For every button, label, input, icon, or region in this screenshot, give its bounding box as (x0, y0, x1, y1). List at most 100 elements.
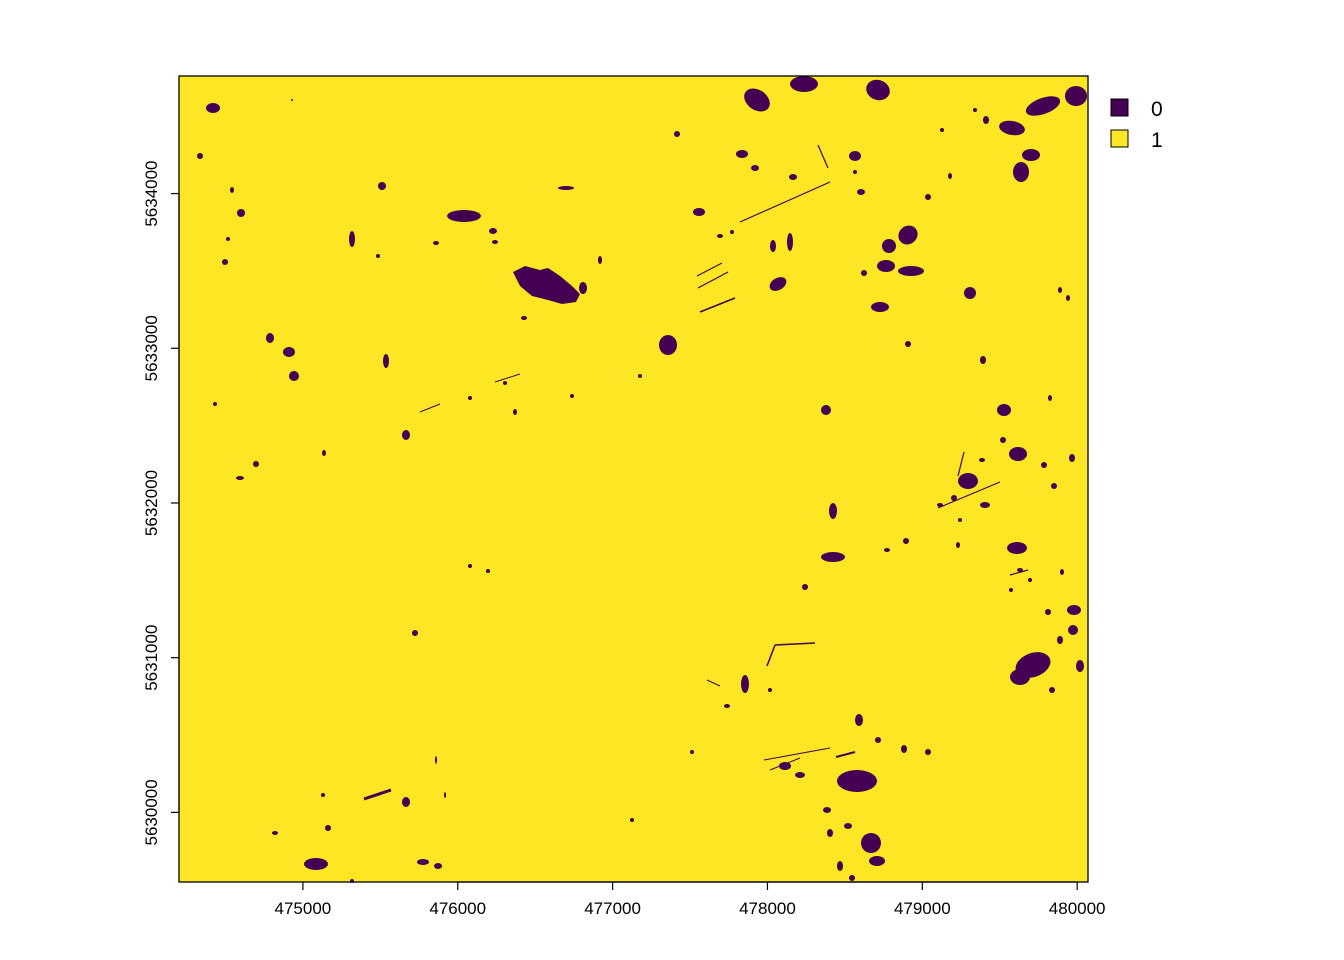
class-0-patch (236, 476, 244, 480)
class-0-patch (769, 277, 787, 291)
class-0-patch (468, 396, 472, 400)
class-0-patch (925, 194, 931, 200)
class-0-patch (877, 260, 895, 272)
class-0-patch (197, 153, 203, 159)
class-0-patch (237, 209, 245, 217)
class-0-patch (957, 451, 965, 477)
class-0-patch (875, 737, 881, 743)
class-0-patch (857, 189, 865, 195)
class-0-patch (744, 88, 770, 112)
legend-swatch-1 (1110, 129, 1129, 148)
class-0-patch (763, 747, 831, 761)
x-tick-label: 475000 (275, 899, 332, 918)
class-0-patch (853, 170, 857, 174)
class-0-patch (696, 262, 723, 277)
class-0-patch (821, 405, 831, 415)
class-0-patch (494, 373, 521, 383)
class-0-patch (999, 120, 1025, 136)
class-0-patch (638, 374, 642, 378)
y-tick-label: 5631000 (142, 625, 161, 691)
class-0-patch (769, 757, 801, 771)
class-0-patch (861, 833, 881, 853)
y-tick-label: 5633000 (142, 315, 161, 381)
class-0-patch (383, 354, 389, 368)
x-axis: 475000 476000 477000 478000 479000 480000 (275, 881, 1106, 918)
class-0-patch (1000, 437, 1006, 443)
class-0-patch (925, 749, 931, 755)
class-0-patch (1067, 605, 1081, 615)
class-0-patch (829, 503, 837, 519)
class-0-patch (468, 564, 472, 568)
class-0-patch (378, 182, 386, 190)
class-0-patch (940, 128, 944, 132)
class-0-patch (789, 174, 797, 180)
class-0-patch (444, 792, 446, 798)
class-0-patch (1045, 609, 1051, 615)
class-0-patch (997, 404, 1011, 416)
class-0-patch (447, 210, 481, 222)
x-tick-label: 478000 (739, 899, 796, 918)
class-0-patch (226, 237, 230, 241)
class-0-patch (751, 165, 759, 171)
class-0-patch (489, 228, 497, 234)
class-0-patch (513, 266, 580, 304)
class-0-patch (1028, 578, 1032, 582)
class-0-patch (866, 79, 890, 101)
class-0-patch (266, 333, 274, 343)
class-0-patch (630, 818, 634, 822)
class-0-patch (492, 240, 498, 244)
class-0-patch (213, 402, 217, 406)
class-0-patch (1049, 687, 1055, 693)
class-0-patch (693, 208, 705, 216)
class-0-patch (1069, 454, 1075, 462)
class-0-patch (1010, 669, 1030, 685)
class-0-patch (1066, 295, 1070, 301)
y-tick-label: 5632000 (142, 470, 161, 536)
class-0-patch (1009, 588, 1013, 592)
class-0-patch (817, 144, 829, 169)
class-0-patch (835, 751, 856, 758)
class-0-patch (1009, 447, 1027, 461)
class-0-patch (412, 630, 418, 636)
class-0-patch (579, 282, 587, 294)
class-0-patch (1022, 149, 1040, 161)
class-0-patch (674, 131, 680, 137)
class-0-patch (956, 542, 960, 548)
class-0-patch (1007, 542, 1027, 554)
class-0-patch (433, 241, 439, 245)
class-0-patch (898, 225, 918, 245)
class-0-patch (253, 461, 259, 467)
class-0-patch (964, 287, 976, 299)
class-0-patch (903, 538, 909, 544)
class-0-patch (1009, 569, 1029, 576)
class-0-patch (724, 704, 730, 708)
class-0-patch (304, 858, 328, 870)
class-0-patch (983, 116, 989, 124)
class-0-patch (980, 502, 990, 508)
legend-label-0: 0 (1151, 98, 1163, 121)
class-0-patch (837, 770, 877, 792)
class-0-patch (736, 150, 748, 158)
class-0-patch (821, 552, 845, 562)
class-0-patch (730, 230, 734, 234)
class-0-patch (790, 76, 818, 92)
class-0-patch (376, 254, 380, 258)
class-0-patch (787, 233, 793, 251)
class-0-patch (951, 495, 957, 501)
class-0-patch (558, 186, 574, 190)
class-0-patch (1065, 86, 1087, 106)
class-0-patch (503, 381, 507, 385)
x-tick-label: 477000 (584, 899, 641, 918)
class-0-patch (861, 270, 867, 276)
raster-class-0-patches (197, 76, 1087, 883)
class-0-patch (690, 750, 694, 754)
class-0-patch (1060, 569, 1064, 575)
class-0-patch (1051, 483, 1057, 489)
class-0-patch (849, 151, 861, 161)
class-0-patch (1041, 462, 1047, 468)
class-0-patch (823, 807, 831, 813)
class-0-patch (855, 714, 863, 726)
class-0-patch (869, 856, 885, 866)
class-0-patch (905, 341, 911, 347)
